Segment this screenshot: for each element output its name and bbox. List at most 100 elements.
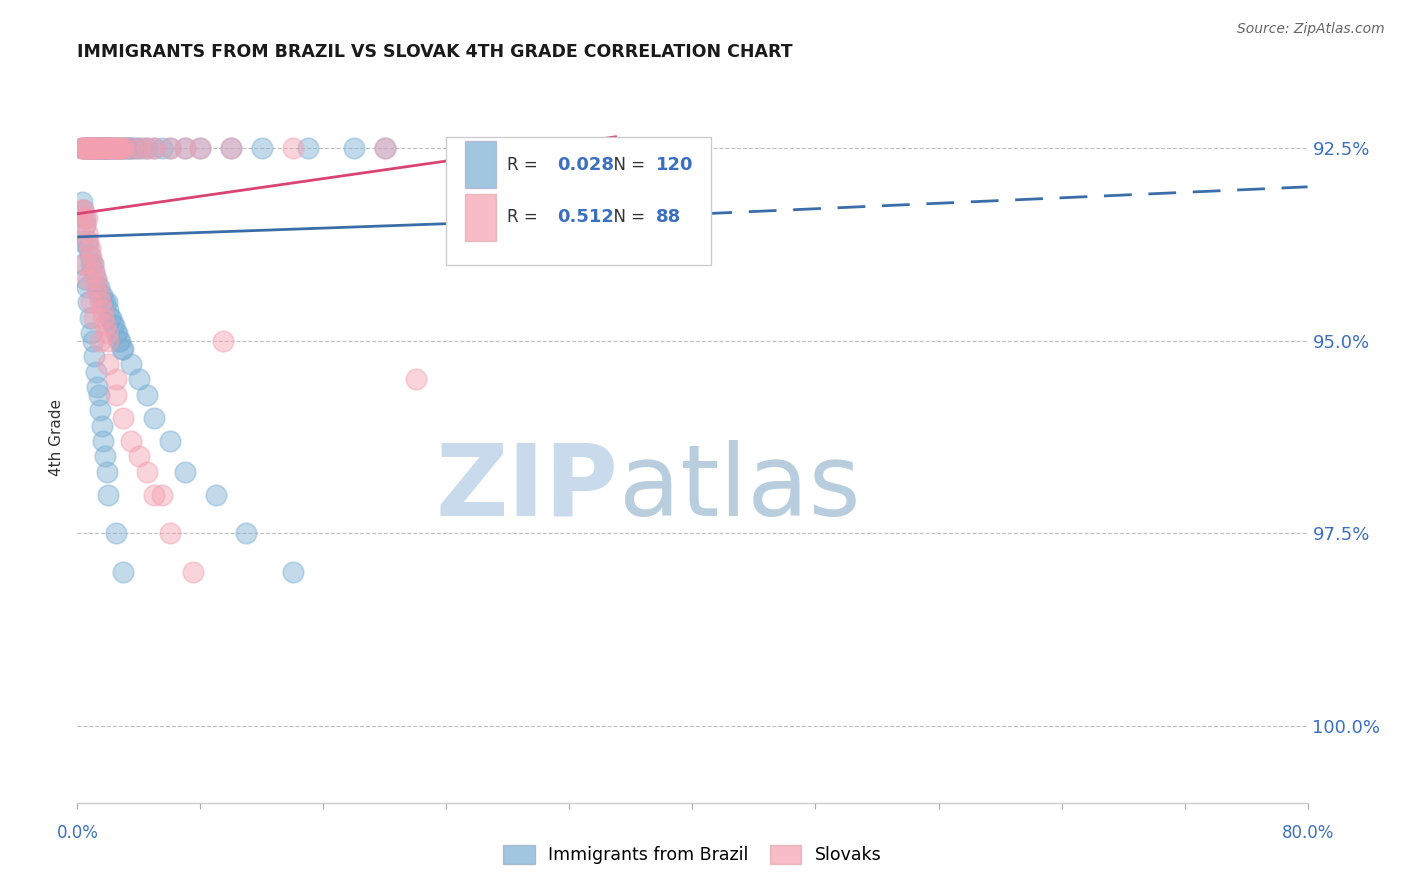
Point: [89, 403, 111, 417]
Point: [82, 334, 104, 348]
Point: [135, 388, 157, 402]
Point: [181, 565, 204, 579]
Point: [87, 287, 110, 301]
Point: [120, 141, 142, 155]
Point: [73, 272, 96, 286]
Point: [103, 318, 125, 333]
Point: [104, 141, 127, 155]
Point: [76, 141, 98, 155]
Point: [98, 310, 121, 325]
Point: [72, 202, 94, 217]
Point: [159, 434, 181, 448]
Point: [84, 141, 107, 155]
Point: [94, 450, 117, 464]
Point: [281, 565, 304, 579]
Point: [70, 234, 93, 248]
Point: [90, 141, 114, 155]
Point: [104, 526, 127, 541]
Text: Source: ZipAtlas.com: Source: ZipAtlas.com: [1237, 22, 1385, 37]
Point: [77, 242, 100, 256]
Y-axis label: 4th Grade: 4th Grade: [49, 399, 65, 475]
Point: [77, 141, 100, 155]
Point: [204, 488, 226, 502]
Point: [94, 141, 117, 155]
Point: [76, 234, 98, 248]
Point: [70, 141, 93, 155]
Text: 80.0%: 80.0%: [1281, 824, 1334, 842]
Point: [79, 141, 101, 155]
Point: [96, 141, 118, 155]
Point: [84, 365, 107, 379]
Text: ZIP: ZIP: [436, 440, 619, 537]
Point: [110, 141, 132, 155]
Point: [94, 141, 117, 155]
Point: [70, 195, 93, 210]
Point: [72, 141, 94, 155]
Point: [97, 141, 120, 155]
Point: [100, 141, 122, 155]
Text: N =: N =: [603, 209, 650, 227]
Point: [219, 141, 242, 155]
Point: [115, 141, 138, 155]
Point: [105, 141, 128, 155]
Point: [79, 249, 101, 263]
Point: [73, 219, 96, 233]
Point: [86, 280, 108, 294]
Point: [73, 141, 96, 155]
Legend: Immigrants from Brazil, Slovaks: Immigrants from Brazil, Slovaks: [496, 838, 889, 871]
Point: [98, 141, 121, 155]
Point: [117, 141, 139, 155]
Point: [79, 242, 101, 256]
Point: [104, 141, 127, 155]
Point: [86, 380, 108, 394]
Point: [143, 141, 166, 155]
Point: [112, 141, 135, 155]
Text: atlas: atlas: [619, 440, 860, 537]
Point: [97, 141, 120, 155]
Point: [83, 310, 105, 325]
Point: [96, 295, 118, 310]
Point: [83, 141, 105, 155]
Text: IMMIGRANTS FROM BRAZIL VS SLOVAK 4TH GRADE CORRELATION CHART: IMMIGRANTS FROM BRAZIL VS SLOVAK 4TH GRA…: [77, 44, 793, 62]
Point: [97, 334, 120, 348]
Point: [111, 342, 134, 356]
Point: [84, 272, 107, 286]
Point: [76, 280, 98, 294]
Point: [90, 303, 114, 318]
Point: [86, 141, 108, 155]
Point: [80, 141, 103, 155]
Point: [135, 141, 157, 155]
FancyBboxPatch shape: [447, 137, 711, 265]
Point: [84, 141, 107, 155]
Point: [90, 418, 114, 433]
Point: [190, 141, 212, 155]
Point: [70, 202, 93, 217]
Point: [114, 141, 136, 155]
Point: [87, 280, 110, 294]
Point: [120, 434, 142, 448]
Point: [96, 141, 118, 155]
Point: [89, 334, 111, 348]
Point: [97, 141, 120, 155]
Point: [93, 141, 115, 155]
Point: [76, 141, 98, 155]
Bar: [465, 141, 496, 188]
Point: [83, 141, 105, 155]
Point: [87, 388, 110, 402]
Point: [128, 141, 150, 155]
Text: 0.028: 0.028: [557, 155, 614, 174]
Point: [87, 141, 110, 155]
Point: [89, 141, 111, 155]
Point: [127, 141, 149, 155]
Point: [103, 141, 125, 155]
Text: 120: 120: [655, 155, 693, 174]
Point: [94, 141, 117, 155]
Point: [135, 141, 157, 155]
Point: [111, 141, 134, 155]
Point: [97, 303, 120, 318]
Point: [112, 565, 135, 579]
Point: [108, 141, 131, 155]
Point: [77, 234, 100, 248]
Point: [190, 141, 212, 155]
Point: [80, 257, 103, 271]
